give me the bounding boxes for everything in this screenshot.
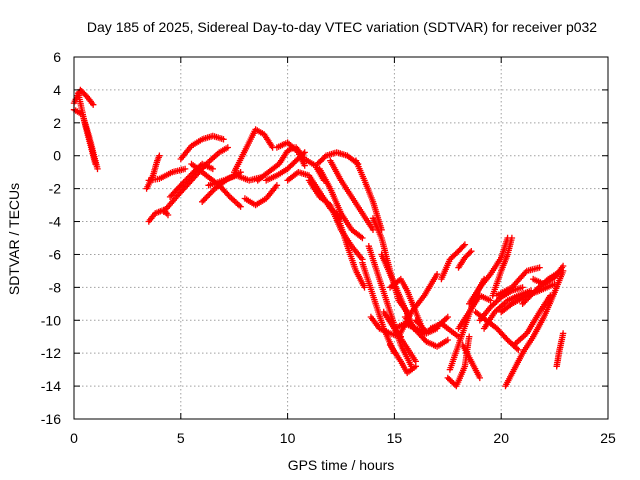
data-point <box>361 284 368 291</box>
x-tick-label: 25 <box>600 430 616 446</box>
data-point <box>444 336 451 344</box>
data-point <box>237 203 244 210</box>
data-point <box>433 271 441 278</box>
data-point <box>224 144 231 151</box>
data-point <box>444 313 451 321</box>
data-point <box>209 165 216 173</box>
data-point <box>466 249 474 256</box>
data-point <box>273 182 281 189</box>
data-point <box>451 252 458 259</box>
data-point <box>220 136 227 143</box>
y-tick-label: -10 <box>41 312 61 328</box>
data-point <box>156 152 163 159</box>
data-point <box>320 155 327 162</box>
x-tick-label: 0 <box>70 430 78 446</box>
data-point <box>90 101 97 108</box>
data-point <box>412 363 419 370</box>
chart-title: Day 185 of 2025, Sidereal Day-to-day VTE… <box>87 19 597 35</box>
data-point <box>94 165 101 173</box>
y-tick-label: -16 <box>41 411 61 427</box>
data-point <box>177 182 184 189</box>
data-point <box>284 165 291 173</box>
y-tick-label: 6 <box>53 49 61 65</box>
data-point <box>359 234 366 242</box>
x-axis-label: GPS time / hours <box>288 457 395 473</box>
data-point <box>184 174 192 182</box>
x-tick-label: 5 <box>177 430 185 446</box>
y-axis-label: SDTVAR / TECUs <box>6 183 22 295</box>
data-point <box>468 248 475 255</box>
data-point <box>487 297 494 304</box>
y-tick-label: -12 <box>41 345 61 361</box>
data-point <box>519 284 526 291</box>
data-point <box>503 335 510 342</box>
data-point <box>181 165 189 173</box>
data-point <box>92 160 99 168</box>
data-point <box>547 292 554 299</box>
x-tick-label: 20 <box>493 430 509 446</box>
data-point <box>515 346 522 354</box>
axis-ticks: 0 5 10 15 20 25 -16 -14 -12 -10 -8 -6 -4 -2 0 2 4 6 <box>41 49 616 446</box>
data-point <box>559 262 567 270</box>
data-point <box>314 160 321 168</box>
data-point <box>460 242 467 250</box>
data-point <box>476 374 483 382</box>
data-point <box>536 264 543 271</box>
data-point <box>466 333 473 340</box>
data-point <box>288 161 296 168</box>
y-tick-label: -14 <box>41 378 61 394</box>
data-point <box>530 288 538 296</box>
y-tick-label: 2 <box>53 115 61 131</box>
data-point <box>200 197 207 204</box>
data-point <box>204 192 212 200</box>
y-tick-label: -2 <box>49 181 62 197</box>
data-point <box>190 169 197 176</box>
plot-frame <box>73 56 609 420</box>
y-tick-label: -6 <box>49 246 62 262</box>
data-point <box>461 241 469 248</box>
data-point <box>189 170 196 177</box>
data-point <box>559 330 567 337</box>
data-point <box>527 291 535 299</box>
data-point <box>450 380 457 387</box>
data-point <box>207 189 214 197</box>
y-tick-label: -8 <box>49 279 62 295</box>
y-tick-label: -4 <box>49 214 62 230</box>
data-point <box>446 376 453 383</box>
y-tick-label: 0 <box>53 148 61 164</box>
x-tick-label: 10 <box>280 430 296 446</box>
grid <box>74 57 608 419</box>
data-point <box>508 234 516 242</box>
x-tick-label: 15 <box>387 430 403 446</box>
data-points <box>70 86 567 390</box>
data-point <box>164 211 172 219</box>
y-tick-label: 4 <box>53 82 61 98</box>
data-point <box>519 300 526 307</box>
data-point <box>301 162 308 169</box>
